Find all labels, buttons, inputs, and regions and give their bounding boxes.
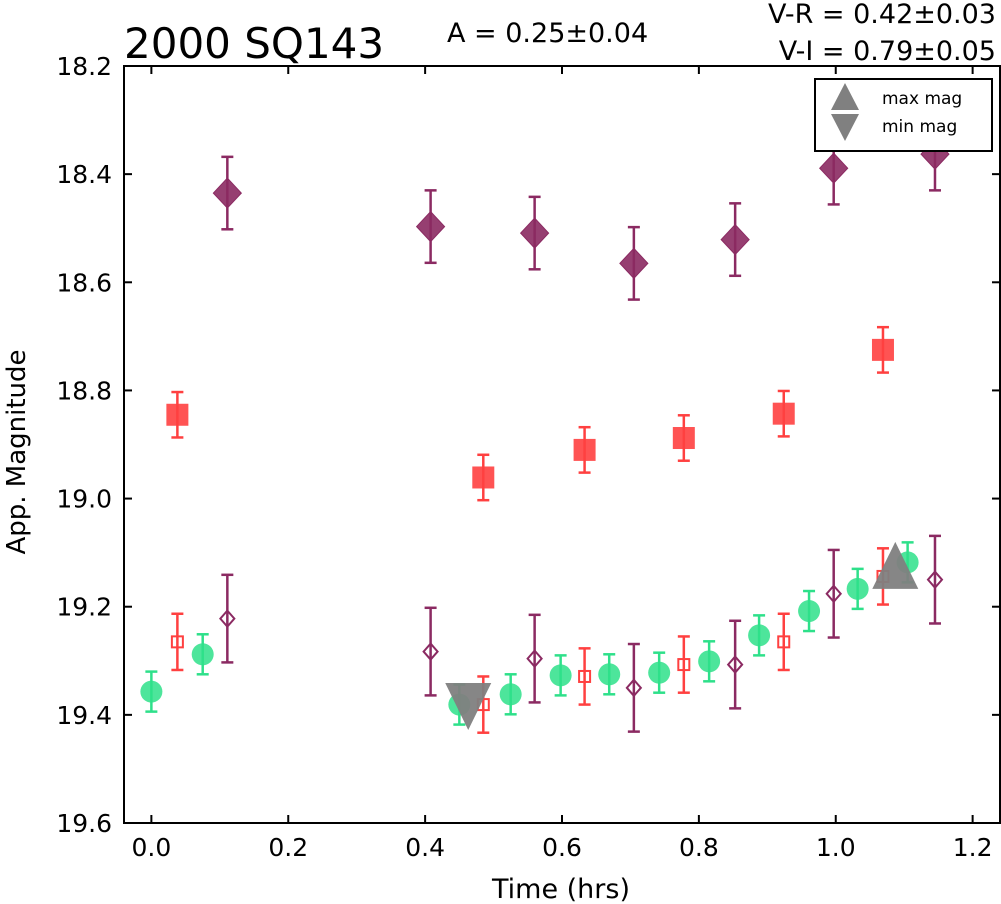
- data-point: [926, 570, 944, 590]
- data-point: [526, 649, 543, 669]
- x-tick-label: 1.0: [816, 833, 856, 862]
- y-axis-label: App. Magnitude: [2, 349, 32, 554]
- data-point: [191, 643, 214, 666]
- y-tick-label: 18.8: [56, 376, 112, 405]
- legend: max mag min mag: [814, 78, 993, 152]
- data-point: [472, 466, 495, 489]
- axis-ticks: 0.0 0.2 0.4 0.6 0.8 1.0 1.2 18.2 18.4 18.6 18.8 19.…: [56, 52, 1000, 862]
- y-tick-label: 19.6: [56, 809, 112, 838]
- y-tick-label: 19.0: [56, 485, 112, 514]
- y-tick-label: 18.6: [56, 268, 112, 297]
- series-1: [166, 325, 894, 502]
- data-point: [212, 177, 243, 209]
- data-point: [798, 600, 821, 623]
- x-tick-label: 0.8: [679, 833, 719, 862]
- data-point: [219, 609, 236, 629]
- amplitude-annotation: A = 0.25±0.04: [447, 18, 648, 49]
- data-point: [846, 577, 869, 600]
- data-point: [415, 210, 446, 243]
- data-point: [578, 669, 592, 683]
- x-tick-label: 1.2: [953, 833, 993, 862]
- data-point: [170, 635, 184, 649]
- x-tick-label: 0.0: [131, 833, 171, 862]
- x-tick-label: 0.6: [542, 833, 582, 862]
- series-4: [140, 541, 919, 726]
- data-point: [871, 338, 894, 361]
- legend-triangle-down-icon: [831, 114, 859, 141]
- data-point: [698, 650, 721, 673]
- data-point: [677, 658, 691, 672]
- data-point: [777, 635, 791, 649]
- data-point: [166, 403, 189, 426]
- data-point: [140, 680, 163, 703]
- data-point: [772, 402, 795, 425]
- y-tick-label: 19.4: [56, 701, 112, 730]
- min-mag-marker: [445, 682, 492, 730]
- data-point: [519, 217, 550, 249]
- x-tick-label: 0.2: [268, 833, 308, 862]
- max-mag-marker: [872, 541, 919, 589]
- data-point: [648, 661, 671, 684]
- data-point: [499, 683, 522, 706]
- y-tick-label: 18.4: [56, 160, 112, 189]
- data-point: [819, 152, 849, 184]
- series-2: [219, 534, 944, 733]
- legend-label: min mag: [882, 117, 957, 137]
- data-point: [573, 438, 596, 461]
- data-point: [422, 642, 439, 662]
- data-point: [720, 223, 750, 256]
- extrema-markers: [445, 541, 919, 730]
- x-tick-label: 0.4: [405, 833, 445, 862]
- data-point: [726, 655, 744, 675]
- data-series: [140, 116, 950, 734]
- color-index-vr: V-R = 0.42±0.03: [768, 0, 996, 30]
- chart-title: 2000 SQ143: [124, 19, 384, 68]
- data-point: [625, 678, 643, 698]
- plot-frame: [123, 65, 1001, 824]
- y-tick-label: 18.2: [56, 52, 112, 81]
- data-point: [598, 663, 621, 686]
- y-tick-label: 19.2: [56, 593, 112, 622]
- legend-triangle-up-icon: [831, 83, 859, 110]
- legend-label: max mag: [882, 89, 962, 109]
- data-point: [748, 624, 771, 647]
- data-point: [549, 664, 572, 687]
- data-point: [619, 247, 649, 280]
- series-3: [170, 547, 890, 734]
- data-point: [825, 584, 843, 604]
- color-index-vi: V-I = 0.79±0.05: [779, 36, 996, 67]
- data-point: [672, 427, 695, 450]
- x-axis-label: Time (hrs): [491, 874, 630, 904]
